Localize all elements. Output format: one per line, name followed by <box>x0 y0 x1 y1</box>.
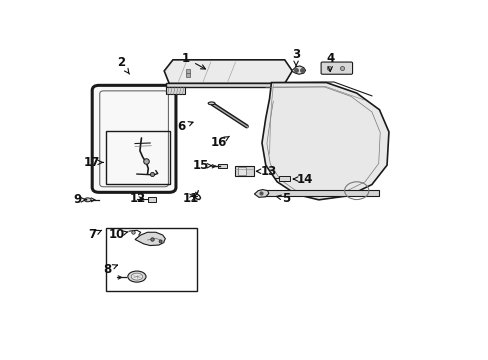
Text: 11: 11 <box>182 192 199 205</box>
FancyBboxPatch shape <box>92 85 176 192</box>
Bar <box>218 164 226 168</box>
Bar <box>237 167 245 175</box>
Text: 13: 13 <box>256 165 276 178</box>
Text: 12: 12 <box>129 193 145 206</box>
Text: 7: 7 <box>88 228 102 241</box>
Polygon shape <box>254 190 268 197</box>
Text: 6: 6 <box>177 120 193 133</box>
Ellipse shape <box>131 273 142 280</box>
Bar <box>262 190 379 195</box>
Text: 5: 5 <box>276 192 290 205</box>
Bar <box>166 87 184 94</box>
Text: 2: 2 <box>117 56 129 74</box>
Polygon shape <box>164 60 292 84</box>
Text: 15: 15 <box>192 159 211 172</box>
Bar <box>105 131 169 184</box>
Text: 9: 9 <box>73 193 86 206</box>
Text: 14: 14 <box>293 172 312 185</box>
Bar <box>279 176 289 181</box>
Text: 17: 17 <box>84 156 103 169</box>
Polygon shape <box>262 82 388 200</box>
Polygon shape <box>291 66 305 74</box>
Bar <box>166 82 287 87</box>
Ellipse shape <box>208 102 215 105</box>
Ellipse shape <box>127 271 146 282</box>
Text: 10: 10 <box>109 228 128 241</box>
Polygon shape <box>135 232 165 246</box>
FancyBboxPatch shape <box>321 62 352 74</box>
Ellipse shape <box>84 198 91 202</box>
Bar <box>235 166 253 176</box>
Text: 16: 16 <box>210 136 229 149</box>
Text: 8: 8 <box>103 262 117 276</box>
Text: 4: 4 <box>325 52 334 71</box>
Bar <box>105 228 196 291</box>
Text: 3: 3 <box>291 48 300 66</box>
Text: 1: 1 <box>182 52 205 69</box>
Bar <box>147 197 156 202</box>
